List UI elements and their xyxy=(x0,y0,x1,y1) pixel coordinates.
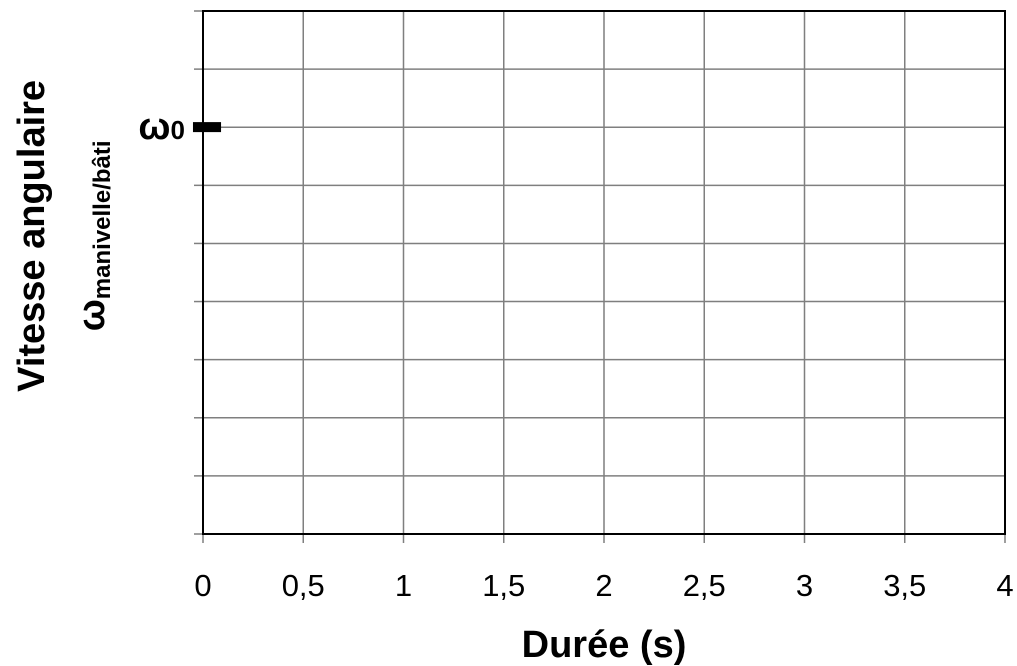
y-axis-title-line1: Vitesse angulaire xyxy=(11,80,53,392)
x-tick-label: 3 xyxy=(796,568,813,603)
x-tick-label: 0 xyxy=(194,568,211,603)
y-axis-omega-symbol: ω xyxy=(71,299,113,331)
omega-zero-marker: ω0 xyxy=(138,106,222,148)
x-tick-label: 2 xyxy=(595,568,612,603)
plot-area-border xyxy=(202,10,1006,535)
omega-zero-bar xyxy=(192,122,222,133)
x-tick-label: 0,5 xyxy=(282,568,325,603)
y-axis-title-line2: ωmanivelle/bâti xyxy=(71,140,116,331)
x-tick-label: 3,5 xyxy=(883,568,926,603)
x-tick-label: 2,5 xyxy=(683,568,726,603)
x-axis-title: Durée (s) xyxy=(522,624,687,666)
x-tick-label: 4 xyxy=(996,568,1013,603)
x-tick-label: 1 xyxy=(395,568,412,603)
omega-zero-label: ω0 xyxy=(138,106,185,148)
omega-zero-symbol: ω xyxy=(138,106,170,148)
x-tick-labels: 0 0,5 1 1,5 2 2,5 3 3,5 4 xyxy=(194,568,1013,603)
axis-ticks xyxy=(194,10,1006,543)
x-tick-label: 1,5 xyxy=(482,568,525,603)
omega-zero-subscript: 0 xyxy=(171,115,185,145)
y-axis-subscript: manivelle/bâti xyxy=(89,140,116,299)
grid-lines xyxy=(203,11,1005,534)
